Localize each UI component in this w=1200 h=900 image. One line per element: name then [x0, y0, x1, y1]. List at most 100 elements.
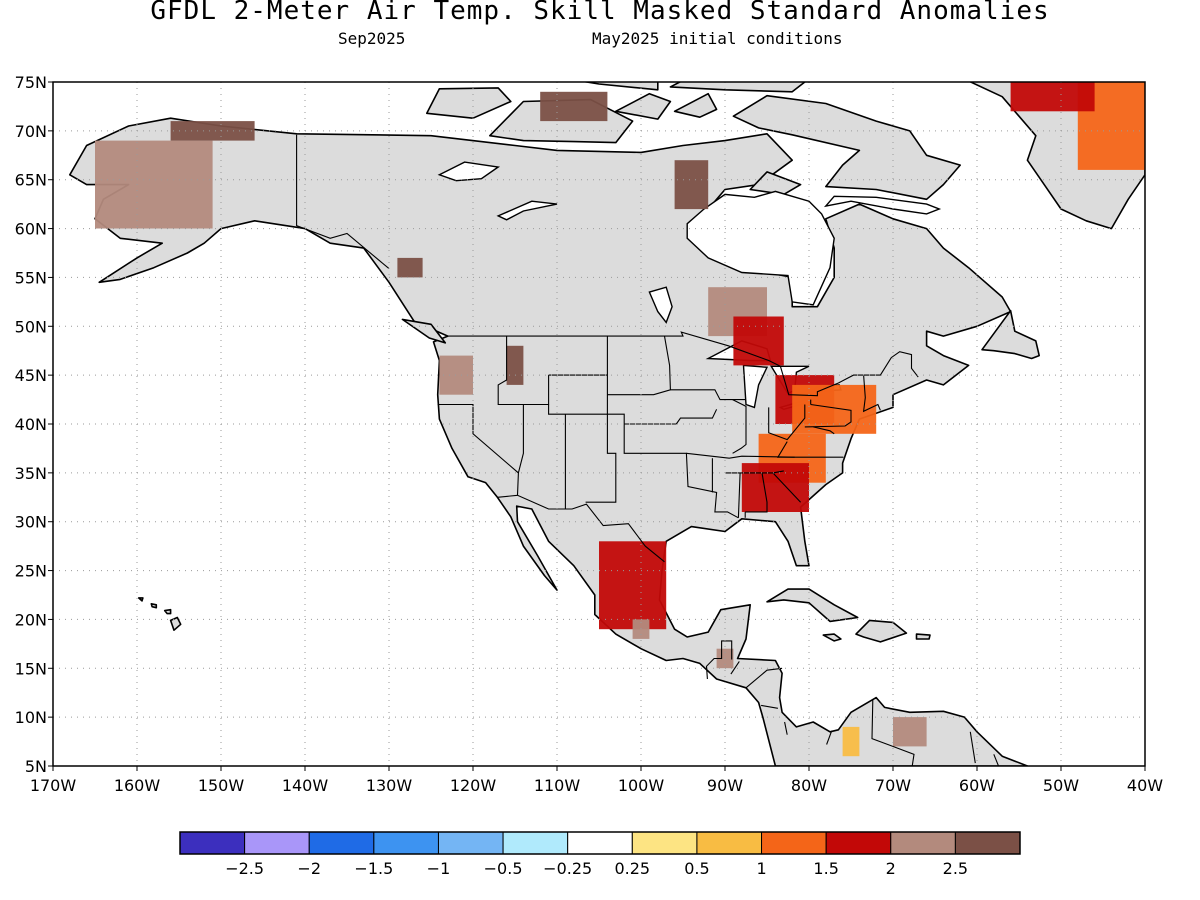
land-banks-island — [426, 87, 512, 119]
lon-label: 100W — [618, 776, 665, 795]
land-puerto-rico — [915, 633, 931, 640]
land-baffin-island — [732, 94, 961, 201]
colorbar-label: 0.5 — [684, 859, 709, 878]
lon-label: 80W — [791, 776, 827, 795]
longitude-labels: 170W 160W 150W 140W 130W 120W 110W 100W 90W 80W 70… — [30, 766, 1163, 795]
map-title: GFDL 2-Meter Air Temp. Skill Masked Stan… — [150, 0, 1050, 26]
anomaly-region — [506, 345, 524, 385]
anomaly-region — [733, 316, 784, 366]
border-line — [732, 399, 747, 454]
colorbar-labels: −2.5 −2 −1.5 −1 −0.5 −0.25 0.25 0.5 1 1.5 2 2.5 — [225, 859, 968, 878]
anomaly-region — [95, 140, 213, 229]
border-line — [772, 472, 801, 503]
lat-label: 55N — [15, 268, 47, 287]
land-hawaii-big-island — [169, 616, 182, 631]
land-hawaii-oahu — [150, 603, 158, 609]
anomaly-region — [1010, 82, 1095, 112]
lon-label: 120W — [450, 776, 497, 795]
lat-label: 30N — [15, 513, 47, 532]
colorbar-swatch — [954, 831, 1021, 855]
border-line — [784, 721, 788, 735]
lake-winnipeg — [648, 286, 673, 324]
colorbar-label: −1 — [427, 859, 451, 878]
initial-conditions: May2025 initial conditions — [592, 29, 843, 48]
colorbar-swatch — [502, 831, 569, 855]
colorbar-label: −0.25 — [543, 859, 592, 878]
lon-label: 140W — [282, 776, 329, 795]
land-hispaniola — [855, 619, 908, 643]
colorbar-label: −0.5 — [484, 859, 523, 878]
graticule — [53, 82, 1145, 766]
lat-label: 10N — [15, 708, 47, 727]
anomaly-region — [170, 121, 255, 141]
land-newfoundland — [981, 309, 1040, 360]
border-line — [826, 730, 833, 745]
anomaly-region — [893, 717, 927, 747]
colorbar-frame — [179, 831, 1021, 855]
border-line — [862, 375, 881, 413]
lat-label: 35N — [15, 464, 47, 483]
colorbar-swatch — [567, 831, 633, 855]
colorbar-label: 1.5 — [813, 859, 838, 878]
anomaly-region — [540, 91, 608, 122]
colorbar-swatch — [825, 831, 892, 855]
land-masses — [69, 82, 1145, 766]
border-line — [969, 731, 976, 764]
colorbar-swatch — [631, 831, 698, 855]
anomaly-region — [632, 619, 650, 639]
political-borders — [296, 134, 1000, 766]
border-line — [813, 426, 835, 435]
border-line — [497, 494, 665, 563]
lon-label: 110W — [534, 776, 581, 795]
lon-label: 170W — [30, 776, 77, 795]
land-jamaica — [822, 633, 842, 642]
lat-label: 75N — [15, 73, 47, 92]
lon-label: 50W — [1043, 776, 1079, 795]
anomaly-region — [674, 160, 709, 210]
land-cuba — [766, 588, 859, 623]
land-hawaii-kauai — [137, 597, 144, 602]
border-line — [776, 441, 795, 458]
colorbar-label: 0.25 — [614, 859, 650, 878]
colorbar — [179, 831, 1021, 855]
land-somerset-island — [673, 92, 718, 118]
border-line — [745, 667, 783, 689]
colorbar-label: −2.5 — [225, 859, 264, 878]
border-line — [745, 472, 768, 513]
lat-label: 20N — [15, 610, 47, 629]
lon-label: 90W — [707, 776, 743, 795]
colorbar-swatch — [308, 831, 375, 855]
border-line — [730, 661, 740, 675]
colorbar-label: −1.5 — [354, 859, 393, 878]
lat-label: 15N — [15, 659, 47, 678]
lat-label: 45N — [15, 366, 47, 385]
anomaly-region — [741, 463, 809, 512]
border-line — [675, 409, 718, 425]
lat-label: 5N — [25, 757, 47, 776]
lake-michigan — [742, 364, 769, 409]
colorbar-label: 2.5 — [943, 859, 968, 878]
colorbar-swatch — [696, 831, 763, 855]
lat-label: 50N — [15, 317, 47, 336]
border-line — [768, 404, 806, 441]
border-line — [686, 452, 844, 459]
land-vancouver-island — [401, 318, 447, 344]
lat-label: 65N — [15, 171, 47, 190]
hudson-bay-interior — [686, 190, 835, 306]
border-line — [705, 640, 733, 680]
lat-label: 70N — [15, 122, 47, 141]
land-north-america — [69, 117, 1029, 766]
border-line — [517, 404, 524, 474]
colorbar-label: 1 — [756, 859, 766, 878]
colorbar-swatch — [761, 831, 827, 855]
lon-label: 60W — [959, 776, 995, 795]
land-prince-of-wales-island — [615, 92, 672, 120]
colorbar-swatch — [179, 831, 246, 855]
border-line — [296, 134, 390, 270]
colorbar-swatch — [437, 831, 504, 855]
lon-label: 160W — [114, 776, 161, 795]
lon-label: 150W — [198, 776, 245, 795]
lat-label: 25N — [15, 562, 47, 581]
anomaly-region — [599, 541, 667, 630]
